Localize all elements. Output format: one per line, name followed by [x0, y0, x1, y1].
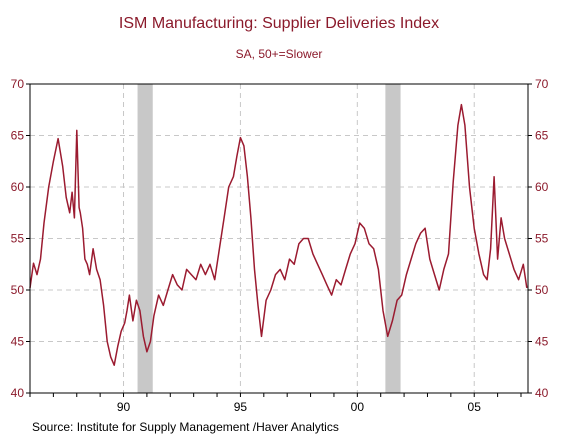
y-tick-label-left: 55: [11, 232, 25, 246]
y-tick-label-left: 60: [11, 180, 25, 194]
y-axis-left: 40 45 50 55 60 65 70: [11, 77, 30, 400]
y-tick-label-left: 45: [11, 335, 25, 349]
y-tick-label-right: 55: [535, 232, 549, 246]
y-axis-right: 40 45 50 55 60 65 70: [528, 77, 549, 400]
x-tick-label: 05: [468, 400, 482, 414]
y-tick-label-right: 65: [535, 129, 549, 143]
y-tick-label-left: 70: [11, 77, 25, 91]
y-tick-label-right: 45: [535, 335, 549, 349]
grid: [30, 84, 528, 393]
chart-title: ISM Manufacturing: Supplier Deliveries I…: [119, 15, 439, 32]
y-tick-label-right: 50: [535, 283, 549, 297]
series-lines: [29, 103, 528, 366]
x-axis: 90 95 00 05: [29, 393, 522, 414]
y-tick-label-left: 65: [11, 129, 25, 143]
source-note: Source: Institute for Supply Management …: [32, 420, 339, 434]
y-tick-label-right: 40: [535, 386, 549, 400]
y-tick-label-right: 70: [535, 77, 549, 91]
chart-subtitle: SA, 50+=Slower: [236, 47, 323, 61]
x-tick-label: 95: [234, 400, 248, 414]
series-line: [29, 103, 528, 366]
x-tick-label: 90: [117, 400, 131, 414]
x-tick-label: 00: [351, 400, 365, 414]
y-tick-label-right: 60: [535, 180, 549, 194]
y-tick-label-left: 40: [11, 386, 25, 400]
y-tick-label-left: 50: [11, 283, 25, 297]
